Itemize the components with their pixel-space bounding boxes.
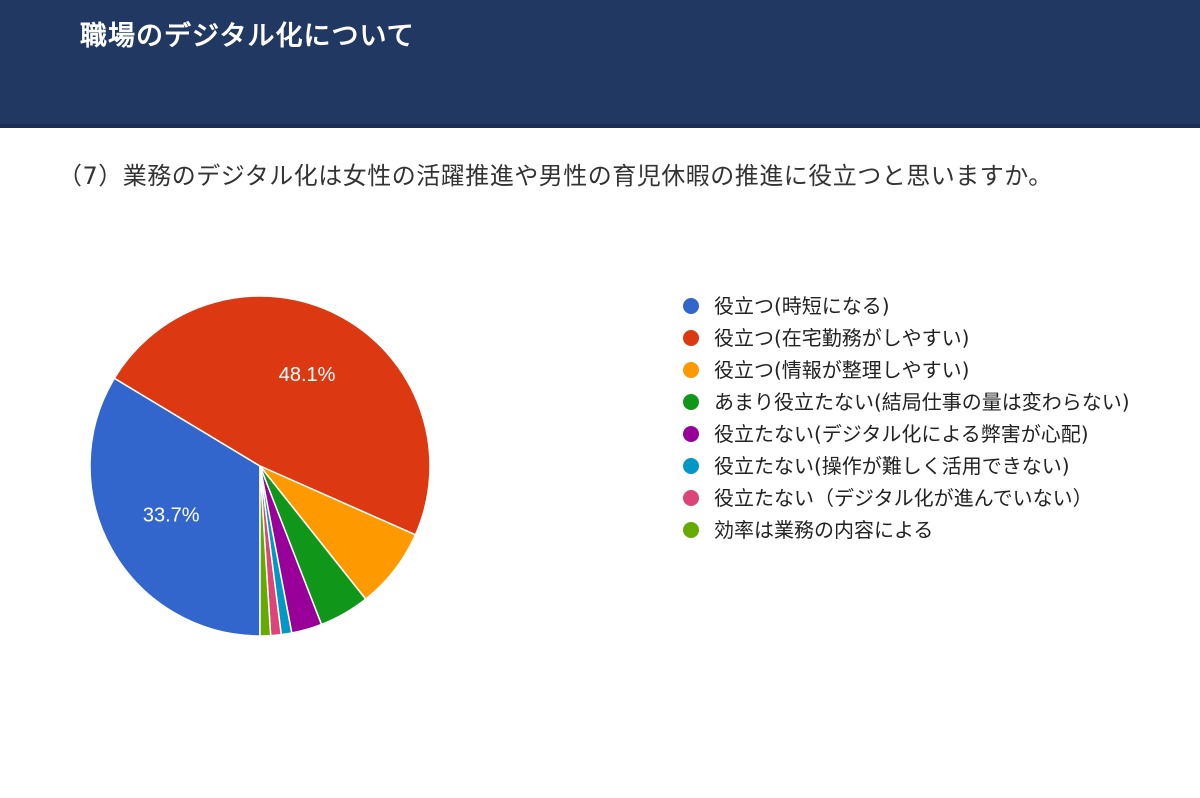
legend-item-7: 効率は業務の内容による	[680, 514, 1150, 546]
pie-slice-7	[259, 465, 272, 637]
chart-legend: 役立つ(時短になる) 役立つ(在宅勤務がしやすい) 役立つ(情報が整理しやすい) あま…	[680, 290, 1150, 546]
legend-label: あまり役立たない(結局仕事の量は変わらない)	[714, 390, 1130, 414]
legend-marker-icon	[683, 522, 699, 538]
legend-item-6: 役立たない（デジタル化が進んでいない）	[680, 482, 1150, 514]
pie-slice-0	[89, 377, 261, 637]
legend-marker-icon	[683, 330, 699, 346]
legend-marker-icon	[683, 458, 699, 474]
header-title: 職場のデジタル化について	[80, 21, 415, 52]
legend-label: 役立つ(情報が整理しやすい)	[714, 358, 970, 382]
legend-label: 効率は業務の内容による	[714, 518, 934, 542]
pie-chart: 33.7% 48.1%	[89, 295, 431, 637]
legend-item-4: 役立たない(デジタル化による弊害が心配)	[680, 418, 1150, 450]
legend-marker-icon	[683, 490, 699, 506]
question-text: （7）業務のデジタル化は女性の活躍推進や男性の育児休暇の推進に役立つと思いますか…	[58, 162, 1053, 190]
legend-item-1: 役立つ(在宅勤務がしやすい)	[680, 322, 1150, 354]
legend-item-0: 役立つ(時短になる)	[680, 290, 1150, 322]
legend-item-3: あまり役立たない(結局仕事の量は変わらない)	[680, 386, 1150, 418]
header-band: 職場のデジタル化について	[0, 0, 1200, 128]
legend-marker-icon	[683, 298, 699, 314]
legend-item-5: 役立たない(操作が難しく活用できない)	[680, 450, 1150, 482]
legend-label: 役立つ(在宅勤務がしやすい)	[714, 326, 970, 350]
legend-marker-icon	[683, 394, 699, 410]
legend-marker-icon	[683, 426, 699, 442]
legend-item-2: 役立つ(情報が整理しやすい)	[680, 354, 1150, 386]
legend-label: 役立たない(操作が難しく活用できない)	[714, 454, 1070, 478]
legend-marker-icon	[683, 362, 699, 378]
legend-label: 役立たない（デジタル化が進んでいない）	[714, 486, 1093, 510]
legend-label: 役立つ(時短になる)	[714, 294, 890, 318]
legend-label: 役立たない(デジタル化による弊害が心配)	[714, 422, 1089, 446]
slice-data-label-0: 33.7%	[143, 504, 200, 526]
pie-slice-1	[113, 295, 431, 536]
slice-data-label-1: 48.1%	[279, 364, 336, 386]
